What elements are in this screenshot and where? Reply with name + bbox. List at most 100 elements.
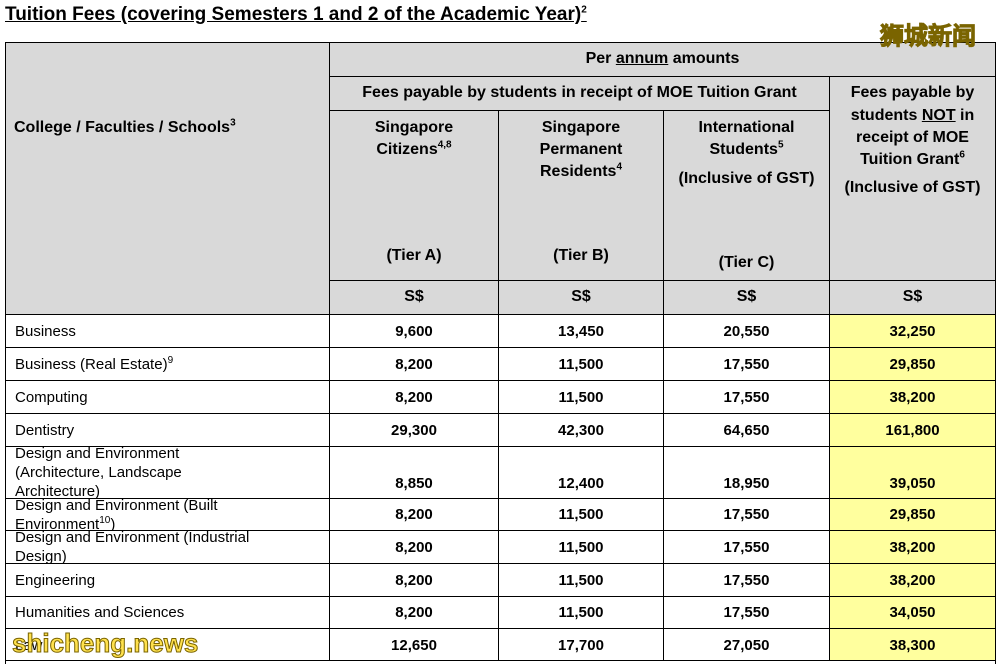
fee: 42,300 [558, 421, 604, 439]
fee-cell: 11,500 [498, 347, 664, 381]
row-label-text: Humanities and Sciences [15, 604, 185, 621]
currency: S$ [736, 288, 757, 305]
row-label-text: Design and Environment (Industrial Desig… [15, 529, 250, 565]
column-header: International [698, 119, 795, 136]
fee: 11,500 [558, 355, 604, 373]
tier: (Tier C) [718, 254, 775, 271]
fee-cell: 17,550 [663, 498, 830, 531]
currency: S$ [404, 288, 424, 305]
fee-cell: 9,600 [329, 314, 499, 348]
fee-cell: 64,650 [663, 413, 830, 447]
fee-cell: 11,500 [498, 498, 664, 531]
row-label-text: ) [110, 515, 116, 533]
fee-cell: 17,550 [663, 596, 830, 629]
fee-cell: 27,050 [663, 628, 830, 662]
header-cell [329, 280, 499, 315]
fee-cell: 17,550 [663, 530, 830, 564]
moe-grant-header: Fees payable by students in receipt of M… [362, 84, 797, 101]
row-label: Design and Environment (Architecture, La… [15, 444, 269, 501]
college-header: College / Faculties / Schools3 [14, 117, 236, 139]
row-label-cell: Humanities and Sciences [5, 596, 330, 629]
fee: 38,200 [889, 571, 936, 589]
not-grant-sup: 6 [959, 149, 965, 161]
fee-cell: 11,500 [498, 380, 664, 414]
fee-cell: 38,200 [829, 563, 996, 597]
fee-cell: 8,200 [329, 563, 499, 597]
fee-cell: 38,200 [829, 380, 996, 414]
fee: 34,050 [889, 604, 936, 621]
gst-note: (Inclusive of GST) [678, 170, 815, 187]
currency: S$ [571, 288, 591, 305]
fee: 29,850 [889, 355, 936, 373]
row-label-cell: Design and Environment (Built Environmen… [5, 496, 330, 534]
fee: 20,550 [723, 322, 770, 340]
header-cell [329, 42, 996, 77]
college-sup: 3 [230, 117, 236, 129]
header-cell [498, 110, 664, 281]
fee-cell: 161,800 [829, 413, 996, 447]
not-grant-header: Fees payable by [850, 84, 975, 101]
fee-cell: 13,450 [498, 314, 664, 348]
fee: 17,550 [723, 388, 770, 406]
per-annum-text: Per [585, 50, 616, 67]
fee: 39,050 [889, 475, 936, 492]
fee: 11,500 [558, 506, 604, 523]
fee: 18,950 [723, 475, 770, 492]
tier: (Tier B) [553, 247, 609, 264]
row-label: Computing [15, 388, 88, 407]
row-label: Design and Environment (Built Environmen… [15, 496, 269, 534]
fee: 17,550 [723, 604, 770, 621]
row-label: Humanities and Sciences [15, 603, 184, 622]
fee: 8,200 [395, 604, 433, 621]
watermark: shicheng.news [11, 628, 199, 659]
row-label-sup: 9 [167, 354, 174, 366]
fee-cell: 8,200 [329, 498, 499, 531]
fee: 8,200 [395, 538, 433, 556]
row-label-cell: Engineering [5, 563, 330, 597]
per-annum-text: amounts [668, 50, 740, 67]
title-text: Tuition Fees (covering Semesters 1 and 2… [5, 4, 582, 25]
row-label: Business [15, 322, 76, 341]
row-label-text: Business (Real Estate) [15, 355, 168, 373]
row-label: Dentistry [15, 421, 74, 440]
row-label-text: Business [15, 322, 76, 340]
row-label-sup: 10 [99, 514, 111, 526]
fee-cell: 20,550 [663, 314, 830, 348]
fee-cell: 11,500 [498, 563, 664, 597]
column-header-text: Residents [539, 163, 617, 180]
fee: 17,550 [723, 355, 770, 373]
row-label-text: Design and Environment (Architecture, La… [15, 445, 182, 500]
column-header: Citizens4,8 [329, 139, 499, 161]
column-sup: 5 [777, 139, 784, 151]
column-header: Singapore [374, 119, 454, 136]
gst-note: (Inclusive of GST) [844, 179, 981, 196]
fee-cell: 11,500 [498, 596, 664, 629]
fee-cell: 8,850 [329, 446, 499, 499]
not-grant-text: in [955, 107, 975, 124]
column-header-text: Students [709, 141, 778, 158]
column-sup: 4 [616, 161, 623, 173]
row-label-cell: Dentistry [5, 413, 330, 447]
fee: 38,300 [889, 636, 936, 654]
not-grant-text: students [850, 107, 922, 124]
fee-cell: 17,550 [663, 563, 830, 597]
row-label-text: Engineering [15, 571, 96, 589]
title: Tuition Fees (covering Semesters 1 and 2… [5, 4, 587, 26]
fee-cell: 8,200 [329, 380, 499, 414]
fee-cell: 12,400 [498, 446, 664, 499]
fee: 64,650 [723, 421, 770, 439]
fee: 11,500 [558, 388, 604, 406]
fee: 17,550 [723, 506, 770, 523]
fee-cell: 29,300 [329, 413, 499, 447]
row-label: Law [15, 636, 43, 655]
row-label-cell: Business (Real Estate)9 [5, 347, 330, 381]
not-grant-header: Tuition Grant6 [829, 149, 996, 171]
fee: 11,500 [558, 538, 604, 556]
fee-cell: 42,300 [498, 413, 664, 447]
per-annum: Per annum amounts [329, 48, 996, 70]
row-label: Design and Environment (Industrial Desig… [15, 528, 269, 566]
column-header: Residents4 [498, 161, 664, 183]
row-label-cell: Computing [5, 380, 330, 414]
fee: 38,200 [889, 538, 936, 556]
